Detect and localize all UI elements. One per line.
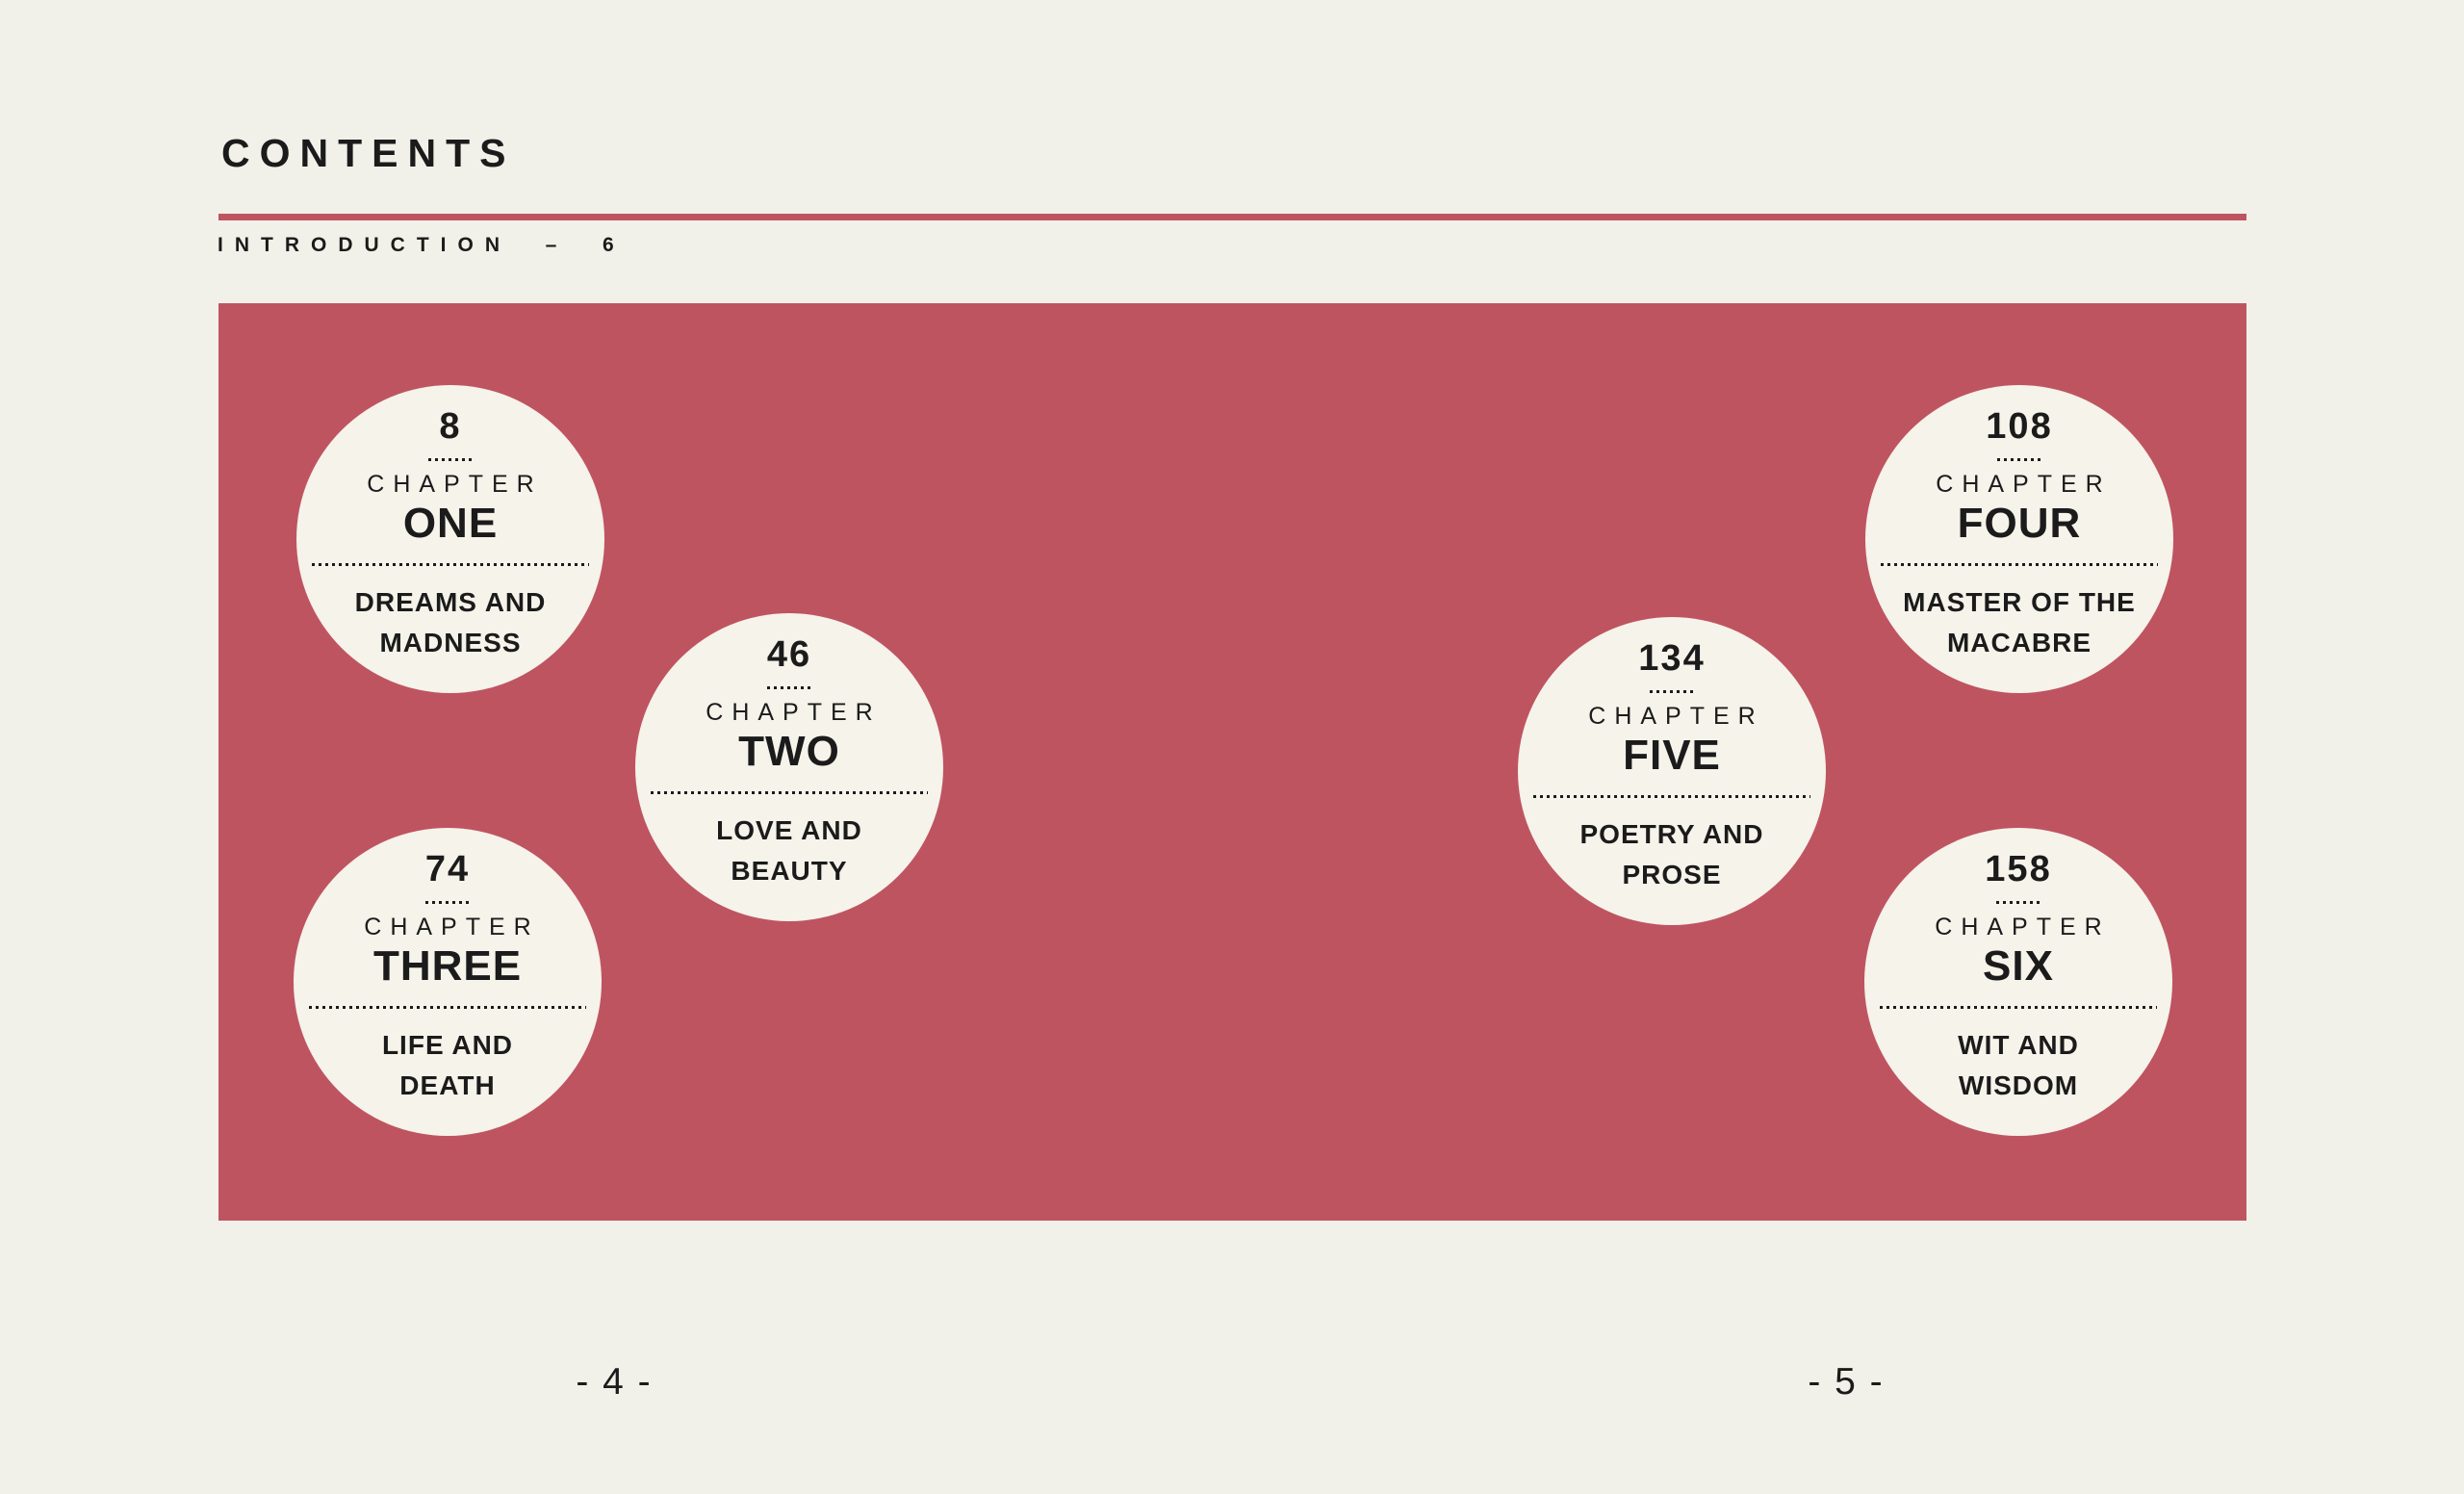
long-dotted-divider bbox=[312, 562, 589, 566]
small-dotted-divider bbox=[1996, 900, 2040, 904]
chapter-three-circle: 74 CHAPTER THREE LIFE AND DEATH bbox=[294, 828, 602, 1136]
chapter-page-number: 158 bbox=[1985, 849, 2052, 889]
chapter-number-word: ONE bbox=[402, 500, 499, 548]
chapter-title: WIT AND WISDOM bbox=[1958, 1025, 2079, 1106]
chapter-title-line: POETRY AND bbox=[1579, 818, 1764, 849]
title-rule-divider bbox=[218, 214, 2246, 220]
chapter-title-line: MADNESS bbox=[379, 627, 522, 657]
chapter-title-line: LIFE AND bbox=[381, 1029, 514, 1060]
chapter-label: CHAPTER bbox=[1936, 470, 2112, 498]
chapter-one-circle: 8 CHAPTER ONE DREAMS AND MADNESS bbox=[296, 385, 604, 693]
chapter-label: CHAPTER bbox=[1935, 913, 2111, 940]
chapter-number-word: FIVE bbox=[1623, 732, 1721, 780]
chapter-title-line: LOVE AND bbox=[716, 814, 862, 845]
chapter-number-word: FOUR bbox=[1957, 500, 2082, 548]
chapter-title: MASTER OF THE MACABRE bbox=[1903, 582, 2136, 663]
chapter-label: CHAPTER bbox=[1588, 702, 1764, 730]
chapter-title-line: DREAMS AND bbox=[354, 586, 547, 617]
chapter-four-circle: 108 CHAPTER FOUR MASTER OF THE MACABRE bbox=[1865, 385, 2173, 693]
chapter-number-word: TWO bbox=[738, 728, 840, 776]
right-page-number: - 5 - bbox=[1808, 1361, 1885, 1403]
small-dotted-divider bbox=[1650, 689, 1694, 693]
chapter-page-number: 46 bbox=[766, 634, 812, 675]
chapter-page-number: 108 bbox=[1986, 406, 2053, 447]
chapter-title-line: BEAUTY bbox=[731, 855, 848, 886]
chapter-title: POETRY AND PROSE bbox=[1580, 814, 1764, 895]
small-dotted-divider bbox=[1997, 457, 2041, 461]
chapter-five-circle: 134 CHAPTER FIVE POETRY AND PROSE bbox=[1518, 617, 1826, 925]
introduction-entry: INTRODUCTION – 6 bbox=[218, 234, 626, 256]
chapter-title-line: MASTER OF THE bbox=[1903, 586, 2136, 617]
small-dotted-divider bbox=[425, 900, 470, 904]
chapter-title-line: DEATH bbox=[399, 1069, 496, 1100]
chapters-panel: 8 CHAPTER ONE DREAMS AND MADNESS 46 CHAP… bbox=[218, 303, 2246, 1221]
chapter-number-word: SIX bbox=[1983, 942, 2054, 991]
left-page-number: - 4 - bbox=[576, 1361, 653, 1403]
small-dotted-divider bbox=[767, 685, 811, 689]
chapter-title: LIFE AND DEATH bbox=[382, 1025, 513, 1106]
small-dotted-divider bbox=[428, 457, 473, 461]
chapter-title-line: PROSE bbox=[1622, 859, 1722, 889]
chapter-title-line: WISDOM bbox=[1958, 1069, 2079, 1100]
chapter-title-line: WIT AND bbox=[1958, 1029, 2079, 1060]
long-dotted-divider bbox=[309, 1005, 586, 1009]
chapter-number-word: THREE bbox=[372, 942, 523, 991]
page-title: CONTENTS bbox=[221, 131, 516, 175]
chapter-page-number: 8 bbox=[439, 406, 462, 447]
long-dotted-divider bbox=[651, 790, 928, 794]
long-dotted-divider bbox=[1533, 794, 1810, 798]
chapter-title-line: MACABRE bbox=[1946, 627, 2092, 657]
chapter-title: DREAMS AND MADNESS bbox=[355, 582, 547, 663]
chapter-label: CHAPTER bbox=[364, 913, 540, 940]
long-dotted-divider bbox=[1880, 1005, 2157, 1009]
chapter-page-number: 134 bbox=[1638, 638, 1706, 679]
chapter-label: CHAPTER bbox=[367, 470, 543, 498]
chapter-two-circle: 46 CHAPTER TWO LOVE AND BEAUTY bbox=[635, 613, 943, 921]
chapter-six-circle: 158 CHAPTER SIX WIT AND WISDOM bbox=[1864, 828, 2172, 1136]
long-dotted-divider bbox=[1881, 562, 2158, 566]
chapter-label: CHAPTER bbox=[706, 698, 882, 726]
chapter-title: LOVE AND BEAUTY bbox=[716, 811, 862, 891]
chapter-page-number: 74 bbox=[424, 849, 471, 889]
